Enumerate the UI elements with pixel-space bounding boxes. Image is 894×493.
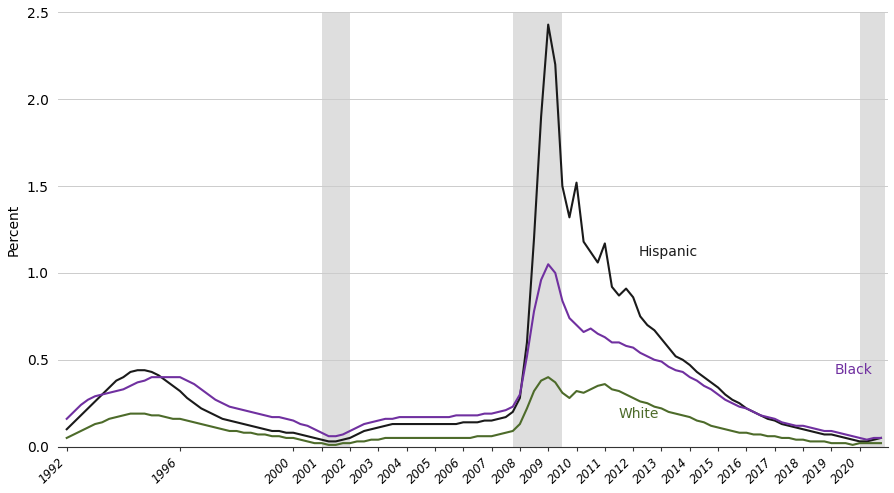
Text: Hispanic: Hispanic	[638, 245, 697, 259]
Text: Black: Black	[833, 363, 871, 377]
Bar	[321, 12, 350, 447]
Text: White: White	[619, 407, 659, 421]
Y-axis label: Percent: Percent	[7, 204, 21, 256]
Bar	[859, 12, 884, 447]
Bar	[512, 12, 561, 447]
